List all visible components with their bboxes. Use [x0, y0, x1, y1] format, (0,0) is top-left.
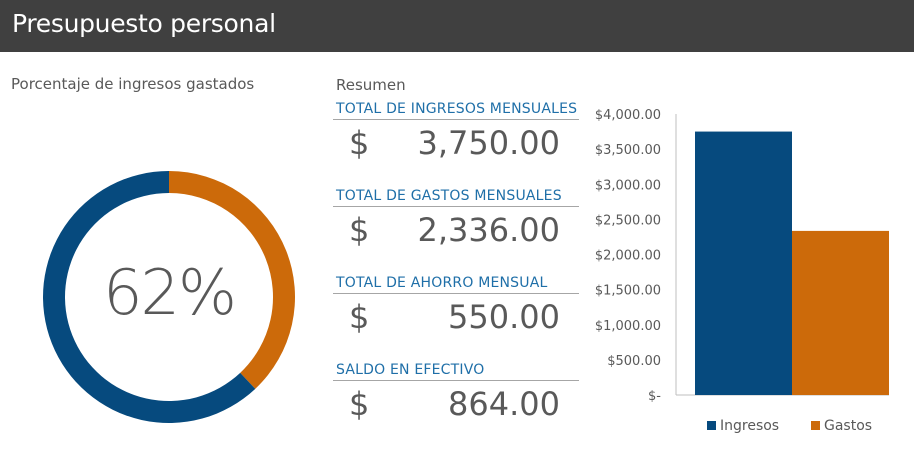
summary-amount: 550.00: [448, 298, 560, 336]
header-bar: Presupuesto personal: [0, 0, 914, 52]
currency-symbol: $: [349, 211, 370, 249]
summary-total-expenses: TOTAL DE GASTOS MENSUALES $ 2,336.00: [333, 188, 579, 249]
bar-gastos: [792, 230, 889, 395]
y-tick-label: $-: [648, 389, 661, 404]
bar-ingresos: [695, 131, 792, 395]
divider: [333, 119, 579, 120]
page-title: Presupuesto personal: [12, 9, 276, 38]
summary-title: SALDO EN EFECTIVO: [336, 362, 485, 378]
donut-percent-label: 62%: [103, 256, 237, 329]
summary-title: TOTAL DE INGRESOS MENSUALES: [336, 101, 578, 117]
divider: [333, 293, 579, 294]
income-vs-expenses-bar-chart: $- $500.00 $1,000.00 $1,500.00 $2,000.00 $2,5…: [595, 108, 889, 434]
y-tick-label: $4,000.00: [595, 108, 661, 123]
summary-amount: 864.00: [448, 385, 560, 423]
y-tick-label: $2,500.00: [595, 213, 661, 228]
summary-total-income: TOTAL DE INGRESOS MENSUALES $ 3,750.00: [333, 101, 579, 162]
currency-symbol: $: [349, 124, 370, 162]
divider: [333, 380, 579, 381]
spent-percentage-donut-chart: [43, 171, 296, 423]
divider: [333, 206, 579, 207]
y-tick-label: $500.00: [607, 354, 661, 369]
donut-slice-remaining: [43, 171, 256, 423]
summary-title: TOTAL DE GASTOS MENSUALES: [336, 188, 562, 204]
summary-title: TOTAL DE AHORRO MENSUAL: [336, 275, 548, 291]
y-tick-label: $3,500.00: [595, 143, 661, 158]
currency-symbol: $: [349, 298, 370, 336]
summary-amount: 3,750.00: [417, 124, 561, 162]
legend-label-ingresos: Ingresos: [720, 418, 779, 434]
y-tick-label: $2,000.00: [595, 249, 661, 264]
donut-section-label: Porcentaje de ingresos gastados: [11, 75, 255, 93]
legend-label-gastos: Gastos: [824, 418, 872, 434]
summary-total-savings: TOTAL DE AHORRO MENSUAL $ 550.00: [333, 275, 579, 336]
donut-slice-spent: [169, 171, 296, 389]
summary-cash-balance: SALDO EN EFECTIVO $ 864.00: [333, 362, 579, 423]
y-tick-label: $3,000.00: [595, 178, 661, 193]
currency-symbol: $: [349, 385, 370, 423]
summary-section-label: Resumen: [336, 76, 406, 94]
y-tick-label: $1,000.00: [595, 319, 661, 334]
summary-amount: 2,336.00: [417, 211, 561, 249]
legend-swatch-gastos: [811, 421, 820, 430]
legend-swatch-ingresos: [707, 421, 716, 430]
y-tick-label: $1,500.00: [595, 284, 661, 299]
